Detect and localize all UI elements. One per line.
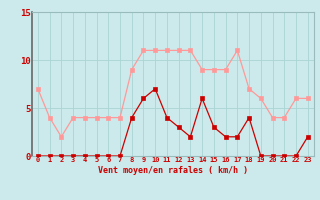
X-axis label: Vent moyen/en rafales ( km/h ): Vent moyen/en rafales ( km/h ): [98, 166, 248, 175]
